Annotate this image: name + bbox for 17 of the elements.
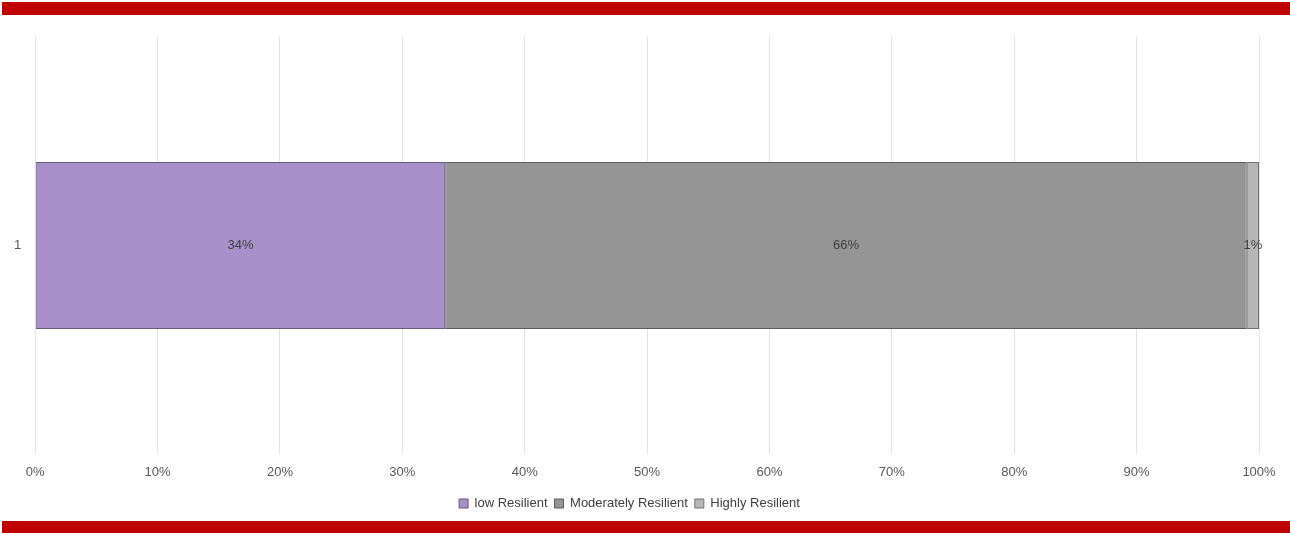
x-tick-label: 90% — [1123, 463, 1151, 479]
data-label: 66% — [832, 237, 860, 253]
legend-label: Moderately Resilient — [570, 495, 689, 511]
x-tick-label: 50% — [634, 463, 661, 479]
x-tick-label: 80% — [1001, 463, 1028, 479]
y-tick-label: 1 — [14, 237, 22, 253]
x-tick-label: 10% — [144, 463, 172, 479]
x-tick-label: 70% — [878, 463, 906, 479]
data-label: 34% — [227, 237, 254, 253]
legend-label: Highly Resilient — [710, 495, 801, 511]
x-tick-label: 20% — [266, 463, 294, 479]
x-tick-label: 60% — [756, 463, 783, 479]
x-tick-label: 100% — [1242, 463, 1277, 479]
x-tick-label: 0% — [25, 463, 46, 479]
legend-label: low Resilient — [474, 495, 548, 511]
x-tick-label: 30% — [389, 463, 416, 479]
x-tick-label: 40% — [511, 463, 539, 479]
